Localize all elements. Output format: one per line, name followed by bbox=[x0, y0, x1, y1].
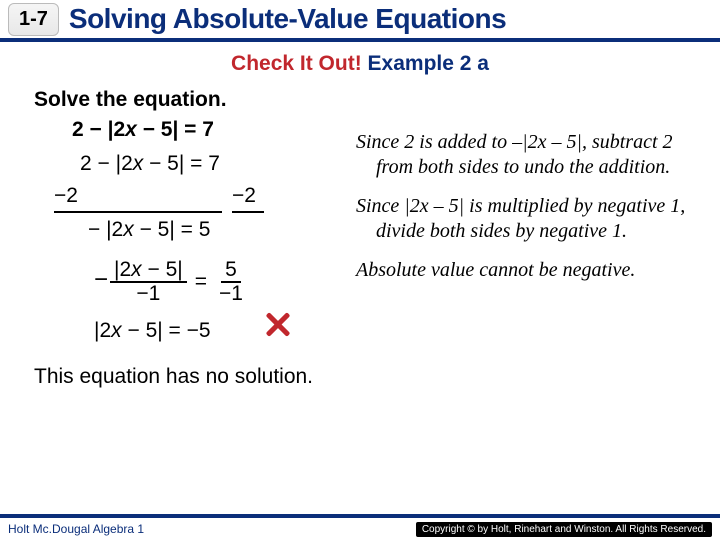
work-steps: 2 − |2x − 5| = 7 −2 −2 − |2x − 5| = 5 − … bbox=[34, 148, 334, 347]
fraction-left: |2x − 5| −1 bbox=[110, 259, 187, 305]
subtitle-red: Check It Out! bbox=[231, 52, 362, 75]
equation-original: 2 − |2x − 5| = 7 bbox=[34, 118, 334, 142]
frac-left-den: −1 bbox=[132, 283, 164, 305]
slide-header: 1-7 Solving Absolute-Value Equations bbox=[0, 0, 720, 42]
explanation-column: Since 2 is added to –|2x – 5|, subtract … bbox=[356, 118, 686, 347]
two-column-layout: 2 − |2x − 5| = 7 2 − |2x − 5| = 7 −2 −2 … bbox=[34, 118, 686, 347]
fraction-right: 5 −1 bbox=[215, 259, 247, 305]
explain-2: Since |2x – 5| is multiplied by negative… bbox=[356, 194, 686, 244]
work-line-3: − |2x − 5| = 5 bbox=[34, 214, 334, 246]
subtract-left: −2 bbox=[54, 180, 222, 214]
subtract-row: −2 −2 bbox=[34, 180, 334, 210]
explain-1: Since 2 is added to –|2x – 5|, subtract … bbox=[356, 130, 686, 180]
cross-icon bbox=[263, 309, 293, 339]
prompt: Solve the equation. bbox=[34, 88, 686, 112]
content-area: Solve the equation. 2 − |2x − 5| = 7 2 −… bbox=[0, 88, 720, 389]
work-line-1: 2 − |2x − 5| = 7 bbox=[34, 148, 334, 180]
footer-left: Holt Mc.Dougal Algebra 1 bbox=[8, 522, 144, 536]
minus-sign: − bbox=[94, 262, 108, 298]
result-text: |2x − 5| = −5 bbox=[94, 319, 211, 342]
section-badge: 1-7 bbox=[8, 3, 59, 36]
slide-footer: Holt Mc.Dougal Algebra 1 Copyright © by … bbox=[0, 514, 720, 540]
subtract-right: −2 bbox=[232, 180, 264, 214]
work-column: 2 − |2x − 5| = 7 2 − |2x − 5| = 7 −2 −2 … bbox=[34, 118, 334, 347]
equals-sign: = bbox=[195, 266, 207, 298]
frac-right-num: 5 bbox=[221, 259, 241, 283]
subtitle-row: Check It Out! Example 2 a bbox=[0, 42, 720, 88]
footer-right: Copyright © by Holt, Rinehart and Winsto… bbox=[416, 522, 712, 537]
explain-3: Absolute value cannot be negative. bbox=[356, 258, 686, 283]
slide-title: Solving Absolute-Value Equations bbox=[69, 3, 506, 35]
result-row: |2x − 5| = −5 bbox=[34, 315, 334, 347]
fraction-row: − |2x − 5| −1 = 5 −1 bbox=[34, 259, 334, 305]
conclusion: This equation has no solution. bbox=[34, 365, 686, 389]
frac-left-num: |2x − 5| bbox=[110, 259, 187, 283]
frac-right-den: −1 bbox=[215, 283, 247, 305]
subtitle-blue: Example 2 a bbox=[362, 52, 489, 75]
